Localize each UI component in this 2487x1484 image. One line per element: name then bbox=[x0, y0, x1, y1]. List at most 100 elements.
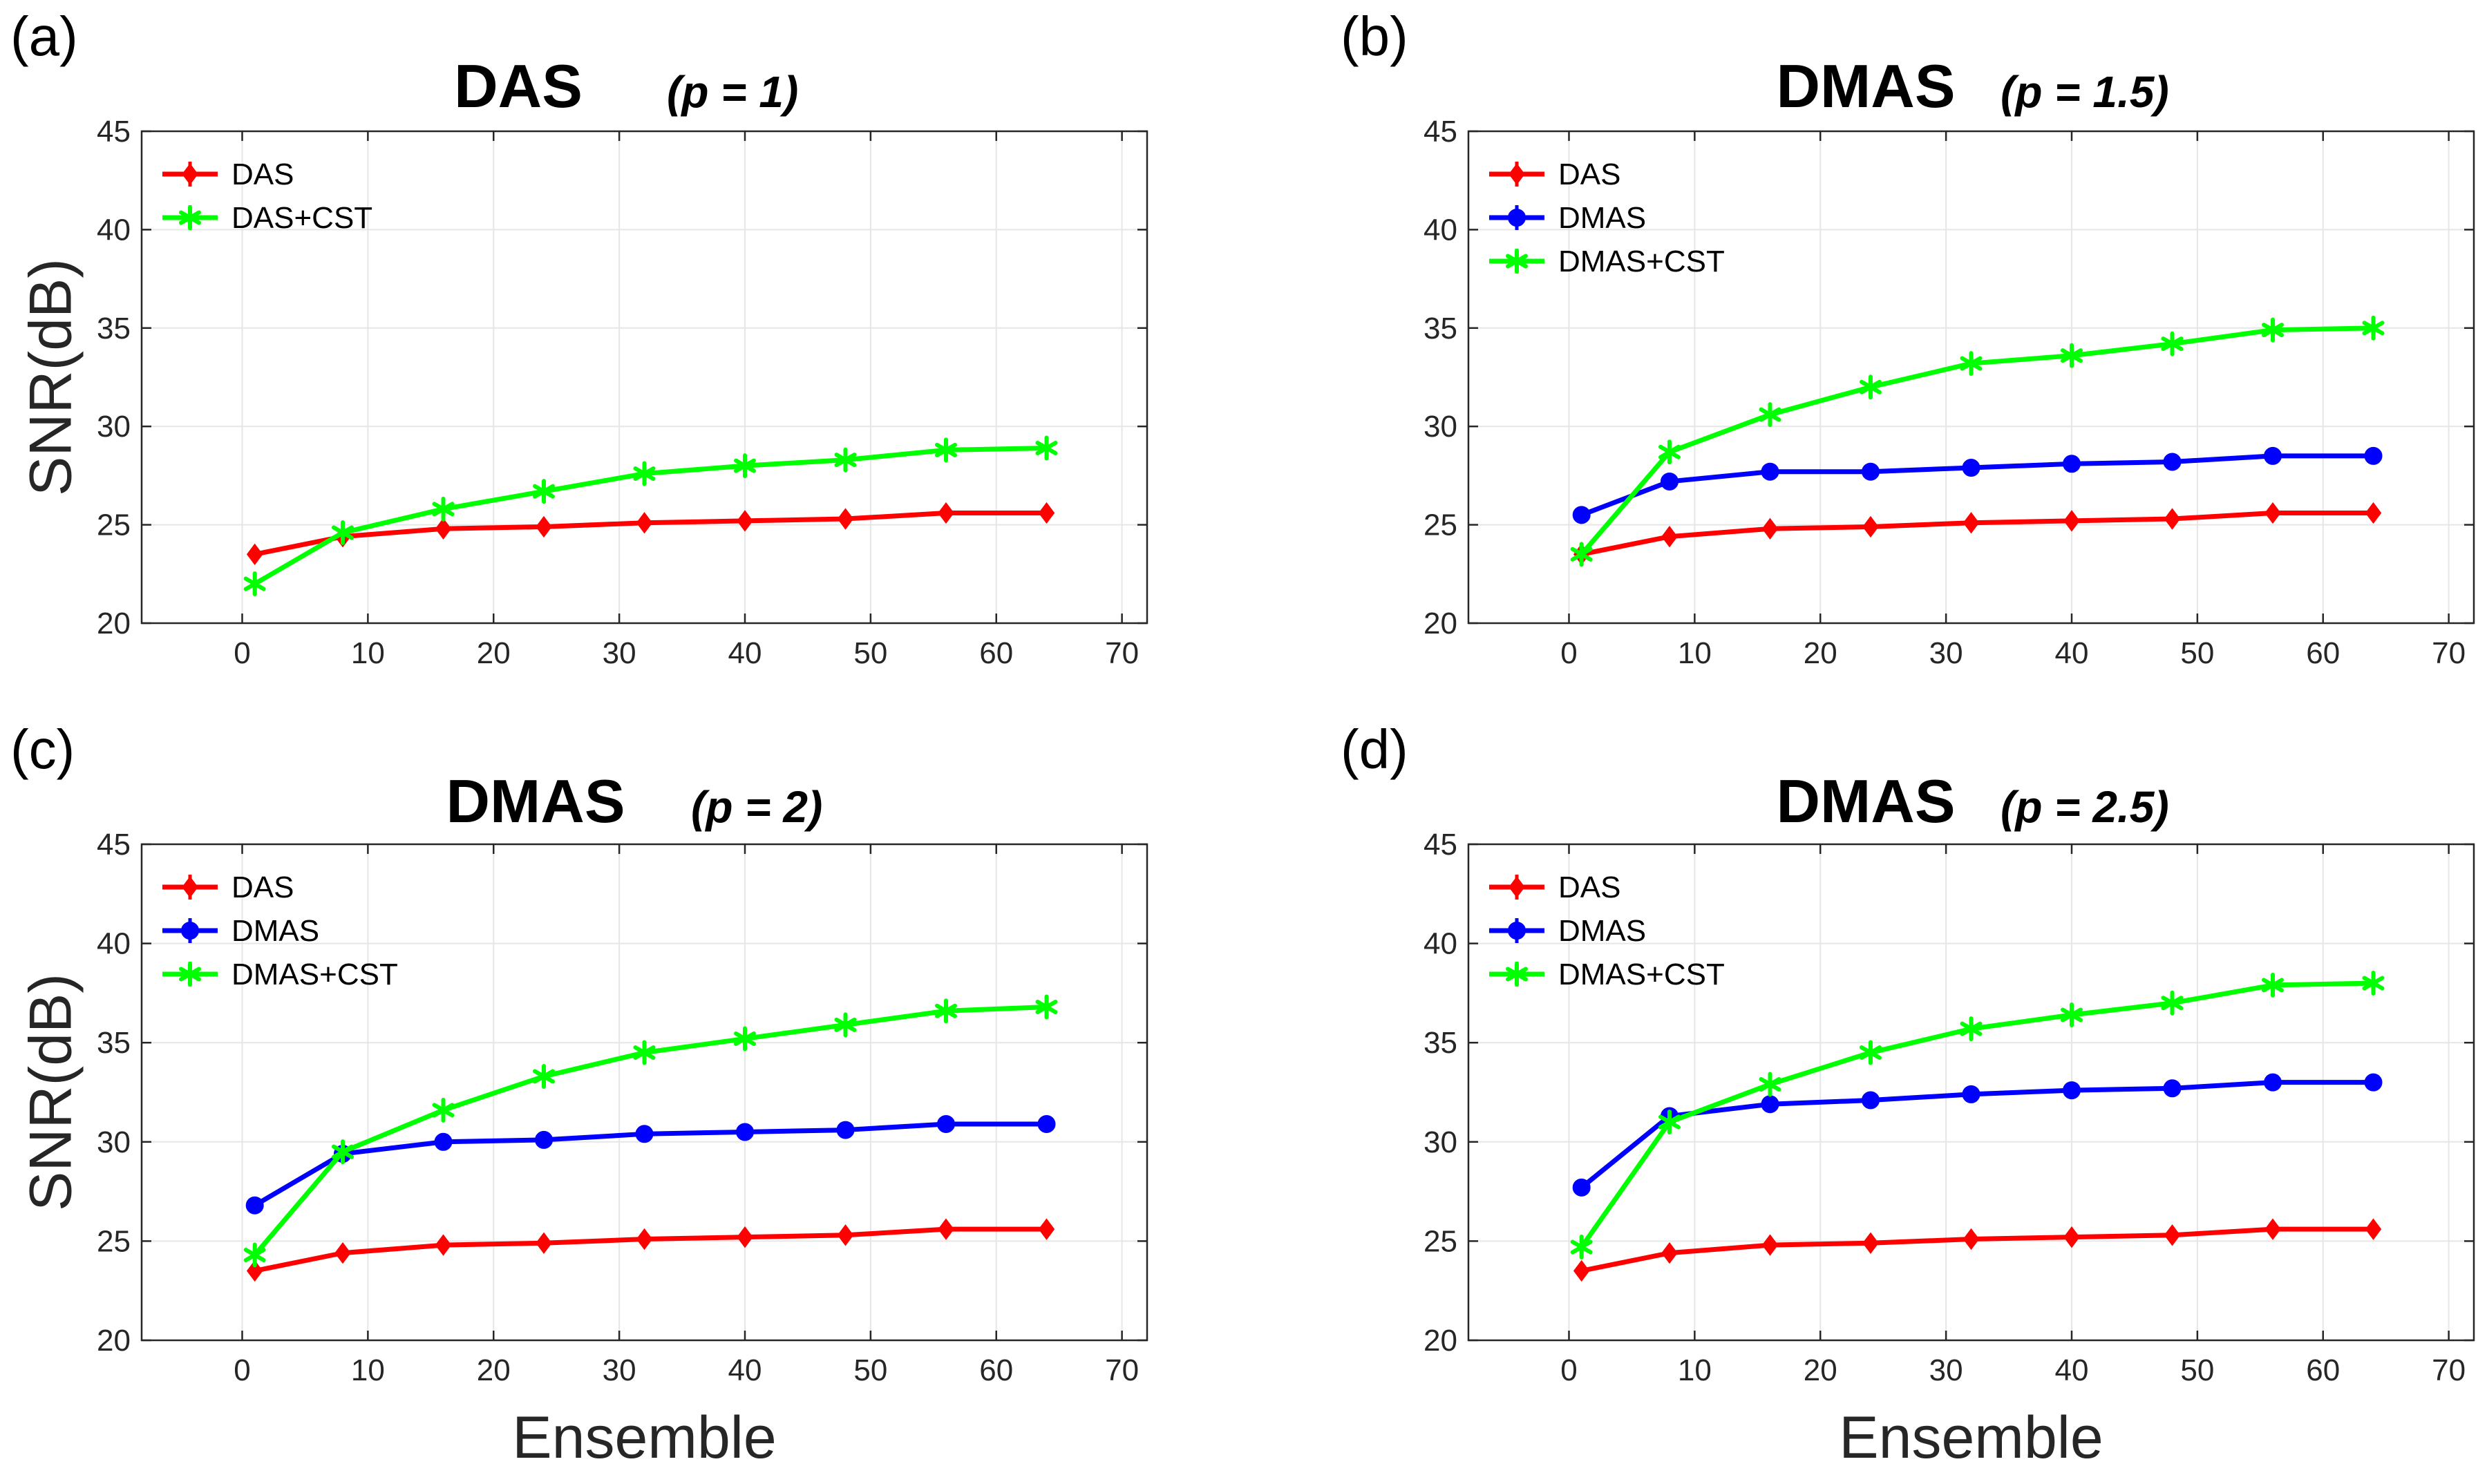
data-point bbox=[1862, 1091, 1880, 1110]
x-tick-label: 10 bbox=[1678, 1353, 1712, 1387]
data-point bbox=[2161, 331, 2184, 356]
y-tick-label: 35 bbox=[97, 1026, 131, 1060]
x-tick-label: 40 bbox=[2055, 1353, 2089, 1387]
data-point bbox=[1761, 1095, 1779, 1114]
y-tick-label: 20 bbox=[97, 1324, 131, 1358]
data-point bbox=[633, 461, 656, 486]
x-axis-label: Ensemble bbox=[1839, 1405, 2103, 1471]
data-point bbox=[1658, 1110, 1681, 1135]
panel-4: (d) DMAS (p = 2.5) 0 10 20 30 40 50 60 70 20 25 30 35 4… bbox=[1341, 719, 2475, 1471]
x-tick-label: 50 bbox=[2180, 636, 2214, 670]
chart-subtitle: (p = 1) bbox=[667, 67, 798, 117]
y-tick-label: 45 bbox=[1424, 115, 1457, 149]
panel-label: (b) bbox=[1341, 6, 1408, 67]
data-point bbox=[2061, 343, 2083, 368]
data-point bbox=[2264, 1218, 2281, 1240]
data-point bbox=[2365, 1218, 2382, 1240]
data-point bbox=[734, 453, 756, 479]
legend-marker bbox=[1509, 163, 1525, 185]
data-point bbox=[1037, 1114, 1056, 1133]
series-dmas bbox=[245, 1114, 1056, 1215]
data-point bbox=[332, 1139, 354, 1165]
data-point bbox=[1570, 1235, 1593, 1260]
data-point bbox=[736, 1123, 754, 1141]
x-tick-label: 20 bbox=[1804, 636, 1837, 670]
data-point bbox=[1962, 459, 1980, 477]
panel-label: (a) bbox=[10, 6, 78, 67]
legend-marker bbox=[182, 163, 198, 185]
x-tick-label: 10 bbox=[351, 636, 385, 670]
data-point bbox=[1860, 1040, 1882, 1065]
x-tick-label: 70 bbox=[1105, 636, 1139, 670]
data-point bbox=[1963, 1228, 1980, 1250]
data-point bbox=[245, 1196, 264, 1215]
x-tick-label: 0 bbox=[1560, 636, 1577, 670]
data-point bbox=[2364, 446, 2383, 465]
data-point bbox=[2364, 1073, 2383, 1092]
data-point bbox=[536, 515, 552, 538]
data-point bbox=[435, 517, 452, 540]
data-point bbox=[243, 1242, 266, 1268]
data-point bbox=[1960, 351, 1983, 377]
data-point bbox=[2163, 1079, 2182, 1098]
legend-label: DMAS+CST bbox=[1558, 245, 1725, 278]
x-tick-label: 0 bbox=[1560, 1353, 1577, 1387]
x-tick-label: 60 bbox=[979, 1353, 1013, 1387]
legend-marker bbox=[181, 922, 199, 940]
y-tick-label: 45 bbox=[1424, 828, 1457, 862]
data-point bbox=[734, 1026, 756, 1052]
data-point bbox=[1962, 1085, 1980, 1103]
data-point bbox=[837, 1224, 854, 1246]
legend: DAS DMAS DMAS+CST bbox=[1489, 871, 1725, 991]
chart-title: DAS bbox=[454, 52, 583, 120]
data-point bbox=[737, 510, 753, 532]
legend-label: DMAS+CST bbox=[1558, 958, 1725, 991]
data-point bbox=[834, 447, 857, 473]
data-point bbox=[1960, 1016, 1983, 1042]
data-point bbox=[1035, 435, 1058, 461]
y-tick-label: 30 bbox=[97, 1125, 131, 1159]
data-point bbox=[636, 1228, 653, 1250]
series-dmas bbox=[1572, 446, 2383, 524]
data-point bbox=[2264, 1073, 2282, 1092]
y-tick-label: 25 bbox=[1424, 1224, 1457, 1258]
panel-label: (c) bbox=[10, 719, 75, 780]
data-point bbox=[2264, 446, 2282, 465]
data-point bbox=[1862, 1232, 1879, 1254]
data-point bbox=[533, 1064, 555, 1090]
data-point bbox=[2063, 455, 2081, 473]
data-point bbox=[636, 512, 653, 534]
chart-subtitle: (p = 1.5) bbox=[2001, 67, 2169, 117]
axes-box bbox=[1467, 843, 2475, 1342]
data-point bbox=[2163, 453, 2182, 471]
x-tick-label: 50 bbox=[2180, 1353, 2214, 1387]
data-point bbox=[435, 1234, 452, 1256]
data-point bbox=[935, 437, 957, 463]
data-point bbox=[2362, 971, 2385, 996]
x-tick-label: 70 bbox=[1105, 1353, 1139, 1387]
legend-marker bbox=[1506, 249, 1528, 274]
x-tick-label: 60 bbox=[2306, 1353, 2340, 1387]
x-tick-label: 40 bbox=[728, 1353, 762, 1387]
series-das bbox=[1573, 502, 2382, 565]
data-point bbox=[1761, 462, 1779, 481]
data-point bbox=[1761, 517, 1779, 540]
legend: DAS DMAS DMAS+CST bbox=[1489, 158, 1725, 278]
series-das bbox=[246, 502, 1055, 565]
data-point bbox=[834, 1012, 857, 1038]
data-point bbox=[2063, 1226, 2080, 1248]
chart-subtitle: (p = 2) bbox=[691, 782, 822, 832]
legend-marker bbox=[1508, 922, 1526, 940]
x-tick-label: 50 bbox=[853, 636, 887, 670]
legend-label: DAS bbox=[231, 158, 294, 191]
y-tick-label: 20 bbox=[1424, 607, 1457, 640]
x-tick-label: 30 bbox=[1929, 1353, 1963, 1387]
legend-label: DAS bbox=[1558, 871, 1620, 904]
data-point bbox=[2063, 510, 2080, 532]
x-tick-label: 70 bbox=[2432, 636, 2466, 670]
data-point bbox=[1759, 402, 1781, 428]
x-tick-label: 60 bbox=[2306, 636, 2340, 670]
y-tick-label: 45 bbox=[97, 828, 131, 862]
legend: DAS DAS+CST bbox=[162, 158, 372, 235]
data-point bbox=[2264, 502, 2281, 524]
